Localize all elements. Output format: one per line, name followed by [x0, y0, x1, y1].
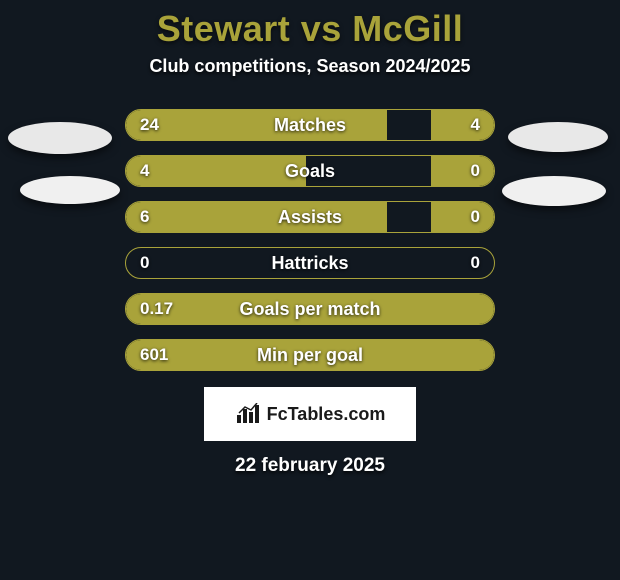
stat-right-value: 0	[471, 156, 480, 186]
stat-row-matches: 24 Matches 4	[125, 109, 495, 141]
stat-row-min-per-goal: 601 Min per goal	[125, 339, 495, 371]
stat-right-value: 0	[471, 202, 480, 232]
stat-label: Hattricks	[126, 248, 494, 278]
stat-right-value: 4	[471, 110, 480, 140]
stat-label: Goals per match	[126, 294, 494, 324]
footer-date: 22 february 2025	[0, 455, 620, 477]
stats-list: 24 Matches 4 4 Goals 0 6 Assists 0 0 Hat…	[0, 109, 620, 371]
stat-row-assists: 6 Assists 0	[125, 201, 495, 233]
stat-row-hattricks: 0 Hattricks 0	[125, 247, 495, 279]
stat-row-goals-per-match: 0.17 Goals per match	[125, 293, 495, 325]
page-subtitle: Club competitions, Season 2024/2025	[0, 56, 620, 77]
comparison-card: Stewart vs McGill Club competitions, Sea…	[0, 0, 620, 477]
stat-row-goals: 4 Goals 0	[125, 155, 495, 187]
stat-label: Goals	[126, 156, 494, 186]
stat-label: Assists	[126, 202, 494, 232]
footer-brand-box[interactable]: FcTables.com	[204, 387, 416, 441]
stat-label: Matches	[126, 110, 494, 140]
stat-label: Min per goal	[126, 340, 494, 370]
page-title: Stewart vs McGill	[0, 8, 620, 50]
footer-brand-text: FcTables.com	[267, 404, 386, 425]
stat-right-value: 0	[471, 248, 480, 278]
chart-icon	[235, 403, 263, 425]
